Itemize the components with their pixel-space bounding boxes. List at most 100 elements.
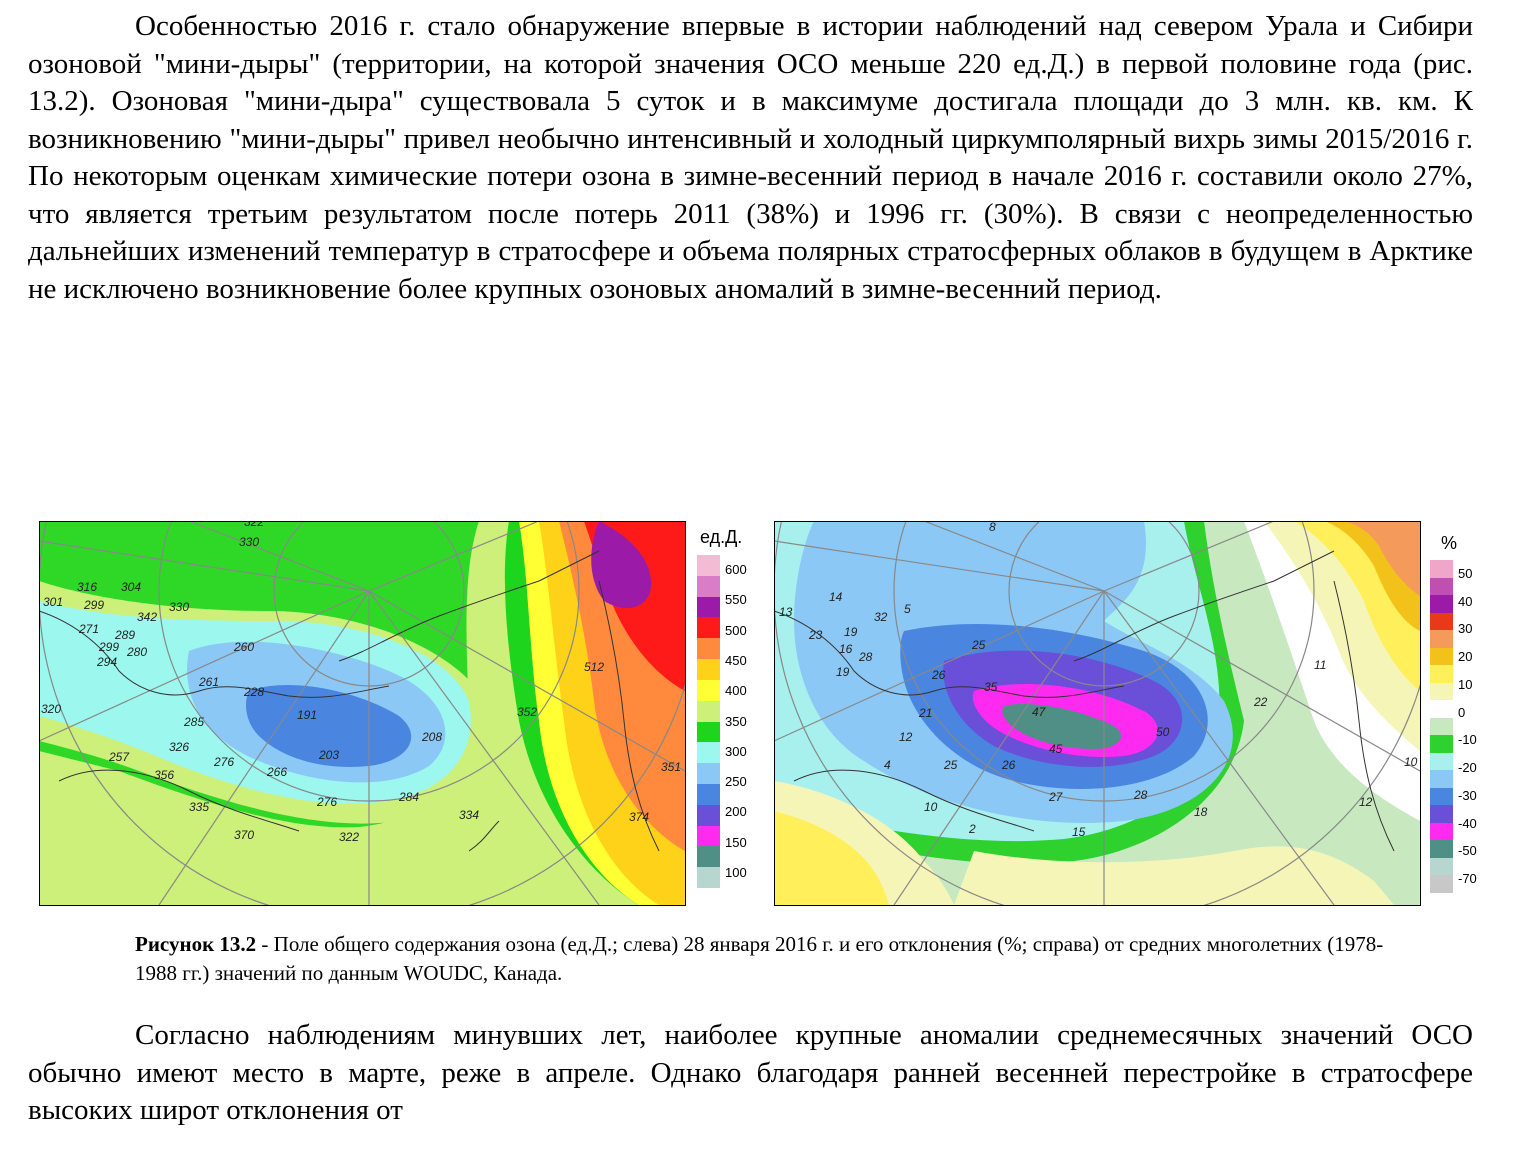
station-value: 351 <box>661 760 681 774</box>
paragraph-bottom: Согласно наблюдениям минувших лет, наибо… <box>28 1019 1473 1126</box>
station-value: 370 <box>234 828 254 842</box>
legend-swatch <box>697 575 720 597</box>
legend-label: 30 <box>1458 621 1473 637</box>
station-value: 261 <box>198 675 219 689</box>
station-value: 2 <box>968 822 976 836</box>
paragraph-top: Особенностью 2016 г. стало обнаружение в… <box>28 10 1473 305</box>
station-value: 352 <box>517 705 537 719</box>
station-value: 330 <box>169 600 189 614</box>
legend-label: 250 <box>725 774 747 790</box>
right-legend: 50 40 30 20 10 0 -10 -20 -30 -40 -50 -70 <box>1430 560 1490 893</box>
station-value: 276 <box>316 795 337 809</box>
station-value: 14 <box>829 590 843 604</box>
station-value: 285 <box>183 715 204 729</box>
station-value: 18 <box>1194 805 1208 819</box>
station-value: 15 <box>1072 825 1086 839</box>
legend-swatch <box>1430 752 1453 771</box>
legend-label: 100 <box>725 864 747 880</box>
legend-label: -10 <box>1458 732 1477 748</box>
legend-label: -20 <box>1458 760 1477 776</box>
station-value: 5 <box>904 602 911 616</box>
legend-swatch <box>1430 577 1453 596</box>
station-value: 8 <box>989 521 996 534</box>
ozone-deviation-map: 8 13 14 23 19 16 28 19 5 32 25 26 35 21 … <box>774 521 1422 907</box>
station-value: 294 <box>96 655 117 669</box>
station-value: 374 <box>629 810 649 824</box>
left-legend-title: ед.Д. <box>700 527 743 547</box>
station-value: 316 <box>77 580 97 594</box>
legend-label: 0 <box>1458 704 1466 720</box>
legend-label: 20 <box>1458 649 1473 665</box>
station-value: 356 <box>154 768 174 782</box>
station-value: 304 <box>121 580 141 594</box>
legend-swatch <box>1430 840 1453 858</box>
caption-label: Рисунок 13.2 <box>135 932 257 956</box>
legend-label: -40 <box>1458 815 1477 831</box>
station-value: 25 <box>971 638 986 652</box>
station-value: 23 <box>808 628 823 642</box>
station-value: 19 <box>844 625 858 639</box>
legend-label: -70 <box>1458 871 1477 887</box>
station-value: 16 <box>839 642 853 656</box>
station-value: 330 <box>239 535 259 549</box>
ozone-deviation-map-svg: 8 13 14 23 19 16 28 19 5 32 25 26 35 21 … <box>774 521 1421 906</box>
legend-label: 600 <box>725 562 747 578</box>
legend-label: -30 <box>1458 787 1477 803</box>
legend-swatch <box>1430 647 1453 666</box>
station-value: 45 <box>1049 742 1063 756</box>
station-value: 47 <box>1032 705 1047 719</box>
station-value: 266 <box>266 765 287 779</box>
legend-label: 500 <box>725 622 747 638</box>
station-value: 322 <box>244 521 264 529</box>
legend-swatch <box>1430 717 1453 736</box>
station-value: 4 <box>884 758 891 772</box>
legend-label: 200 <box>725 804 747 820</box>
station-value: 35 <box>984 680 998 694</box>
legend-label: 300 <box>725 743 747 759</box>
station-value: 12 <box>899 730 913 744</box>
station-value: 13 <box>779 605 793 619</box>
station-value: 32 <box>874 610 888 624</box>
figure-caption: Рисунок 13.2 - Поле общего содержания оз… <box>135 930 1395 988</box>
station-value: 301 <box>43 595 63 609</box>
station-value: 299 <box>98 640 119 654</box>
station-value: 512 <box>584 660 604 674</box>
legend-swatch <box>697 742 720 764</box>
station-value: 28 <box>1133 788 1148 802</box>
ozone-total-map: 322 301 316 299 271 289 280 299 294 330 … <box>39 521 687 907</box>
legend-swatch <box>697 638 720 660</box>
station-value: 299 <box>83 598 104 612</box>
legend-swatch <box>697 804 720 826</box>
station-value: 228 <box>243 685 264 699</box>
legend-label: 150 <box>725 834 747 850</box>
legend-swatch <box>1430 770 1453 788</box>
legend-swatch <box>697 679 720 701</box>
legend-label: -50 <box>1458 843 1477 859</box>
station-value: 21 <box>918 706 932 720</box>
legend-swatch <box>1430 630 1453 648</box>
legend-label: 10 <box>1458 676 1473 692</box>
legend-swatch <box>697 721 720 743</box>
legend-swatch <box>1430 595 1453 613</box>
legend-swatch <box>1430 875 1453 893</box>
legend-label: 350 <box>725 713 747 729</box>
legend-label: 400 <box>725 683 747 699</box>
station-value: 26 <box>1001 758 1016 772</box>
legend-swatch <box>1430 822 1453 841</box>
legend-swatch <box>697 617 720 639</box>
station-value: 191 <box>297 708 317 722</box>
legend-swatch <box>1430 857 1453 876</box>
legend-label: 40 <box>1458 593 1473 609</box>
legend-swatch <box>1430 682 1453 701</box>
legend-swatch <box>697 867 720 888</box>
legend-swatch <box>697 555 720 576</box>
legend-swatch <box>1430 735 1453 753</box>
legend-swatch <box>1430 665 1453 683</box>
legend-label: 50 <box>1458 565 1473 581</box>
station-value: 322 <box>339 830 359 844</box>
station-value: 12 <box>1359 795 1373 809</box>
station-value: 10 <box>1404 755 1418 769</box>
station-value: 208 <box>421 730 442 744</box>
legend-swatch <box>697 846 720 868</box>
station-value: 271 <box>78 622 99 636</box>
